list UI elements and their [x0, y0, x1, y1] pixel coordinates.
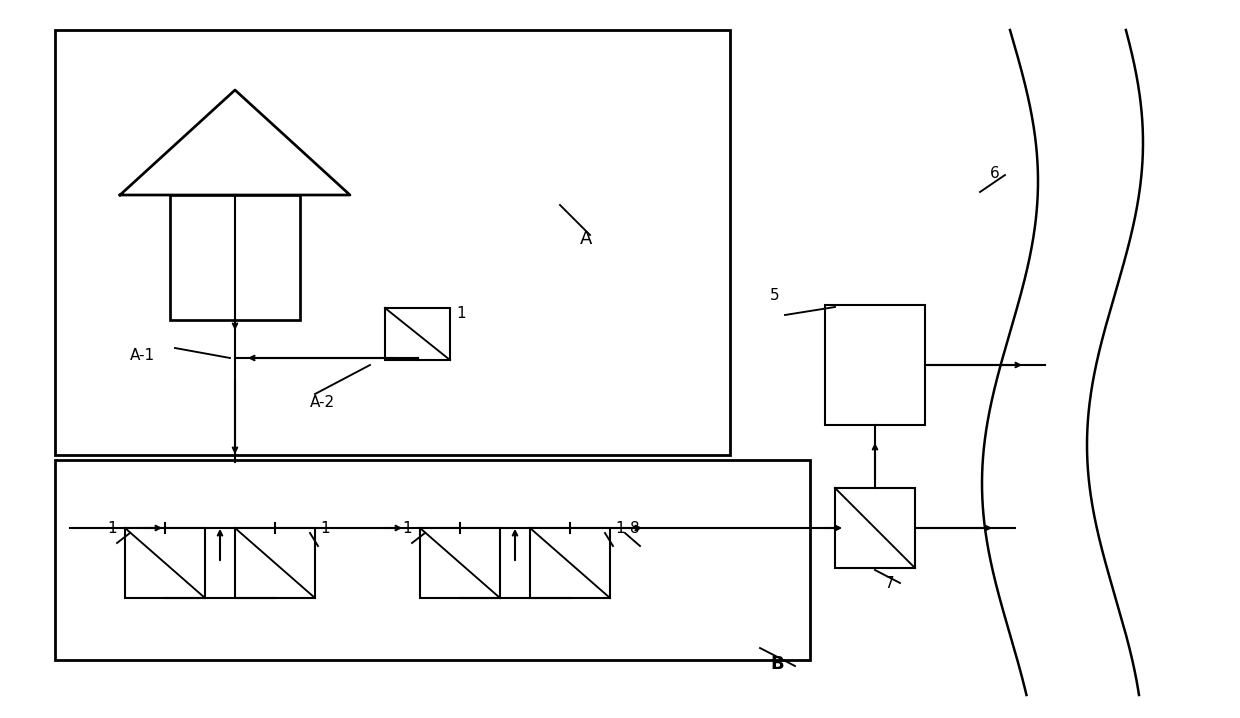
Bar — [55, 30, 730, 455]
Bar — [529, 528, 610, 598]
Text: 1: 1 — [456, 306, 466, 321]
Text: 1: 1 — [320, 521, 330, 536]
Bar — [55, 460, 810, 660]
Text: 7: 7 — [885, 576, 894, 591]
Text: 1: 1 — [402, 521, 412, 536]
Bar — [384, 308, 450, 360]
Text: 1: 1 — [615, 521, 625, 536]
Text: 6: 6 — [990, 166, 999, 181]
Bar — [825, 305, 925, 425]
Text: B: B — [770, 655, 784, 673]
Text: 5: 5 — [770, 288, 780, 303]
Bar — [125, 528, 205, 598]
Text: 8: 8 — [630, 521, 640, 536]
Text: A-2: A-2 — [310, 395, 335, 410]
Bar — [170, 195, 300, 320]
Text: 1: 1 — [107, 521, 117, 536]
Bar — [420, 528, 500, 598]
Text: A-1: A-1 — [130, 348, 155, 363]
Bar — [835, 488, 915, 568]
Text: A: A — [580, 230, 593, 248]
Bar — [236, 528, 315, 598]
